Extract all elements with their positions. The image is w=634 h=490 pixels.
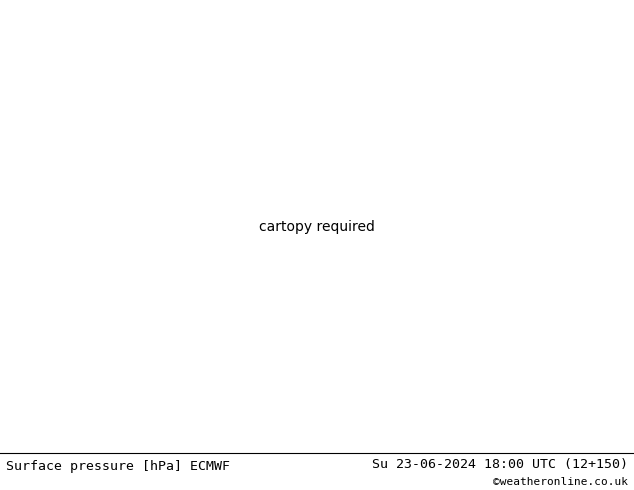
Text: Su 23-06-2024 18:00 UTC (12+150): Su 23-06-2024 18:00 UTC (12+150) bbox=[372, 458, 628, 471]
Text: Surface pressure [hPa] ECMWF: Surface pressure [hPa] ECMWF bbox=[6, 460, 230, 473]
Text: cartopy required: cartopy required bbox=[259, 220, 375, 234]
Text: ©weatheronline.co.uk: ©weatheronline.co.uk bbox=[493, 477, 628, 487]
